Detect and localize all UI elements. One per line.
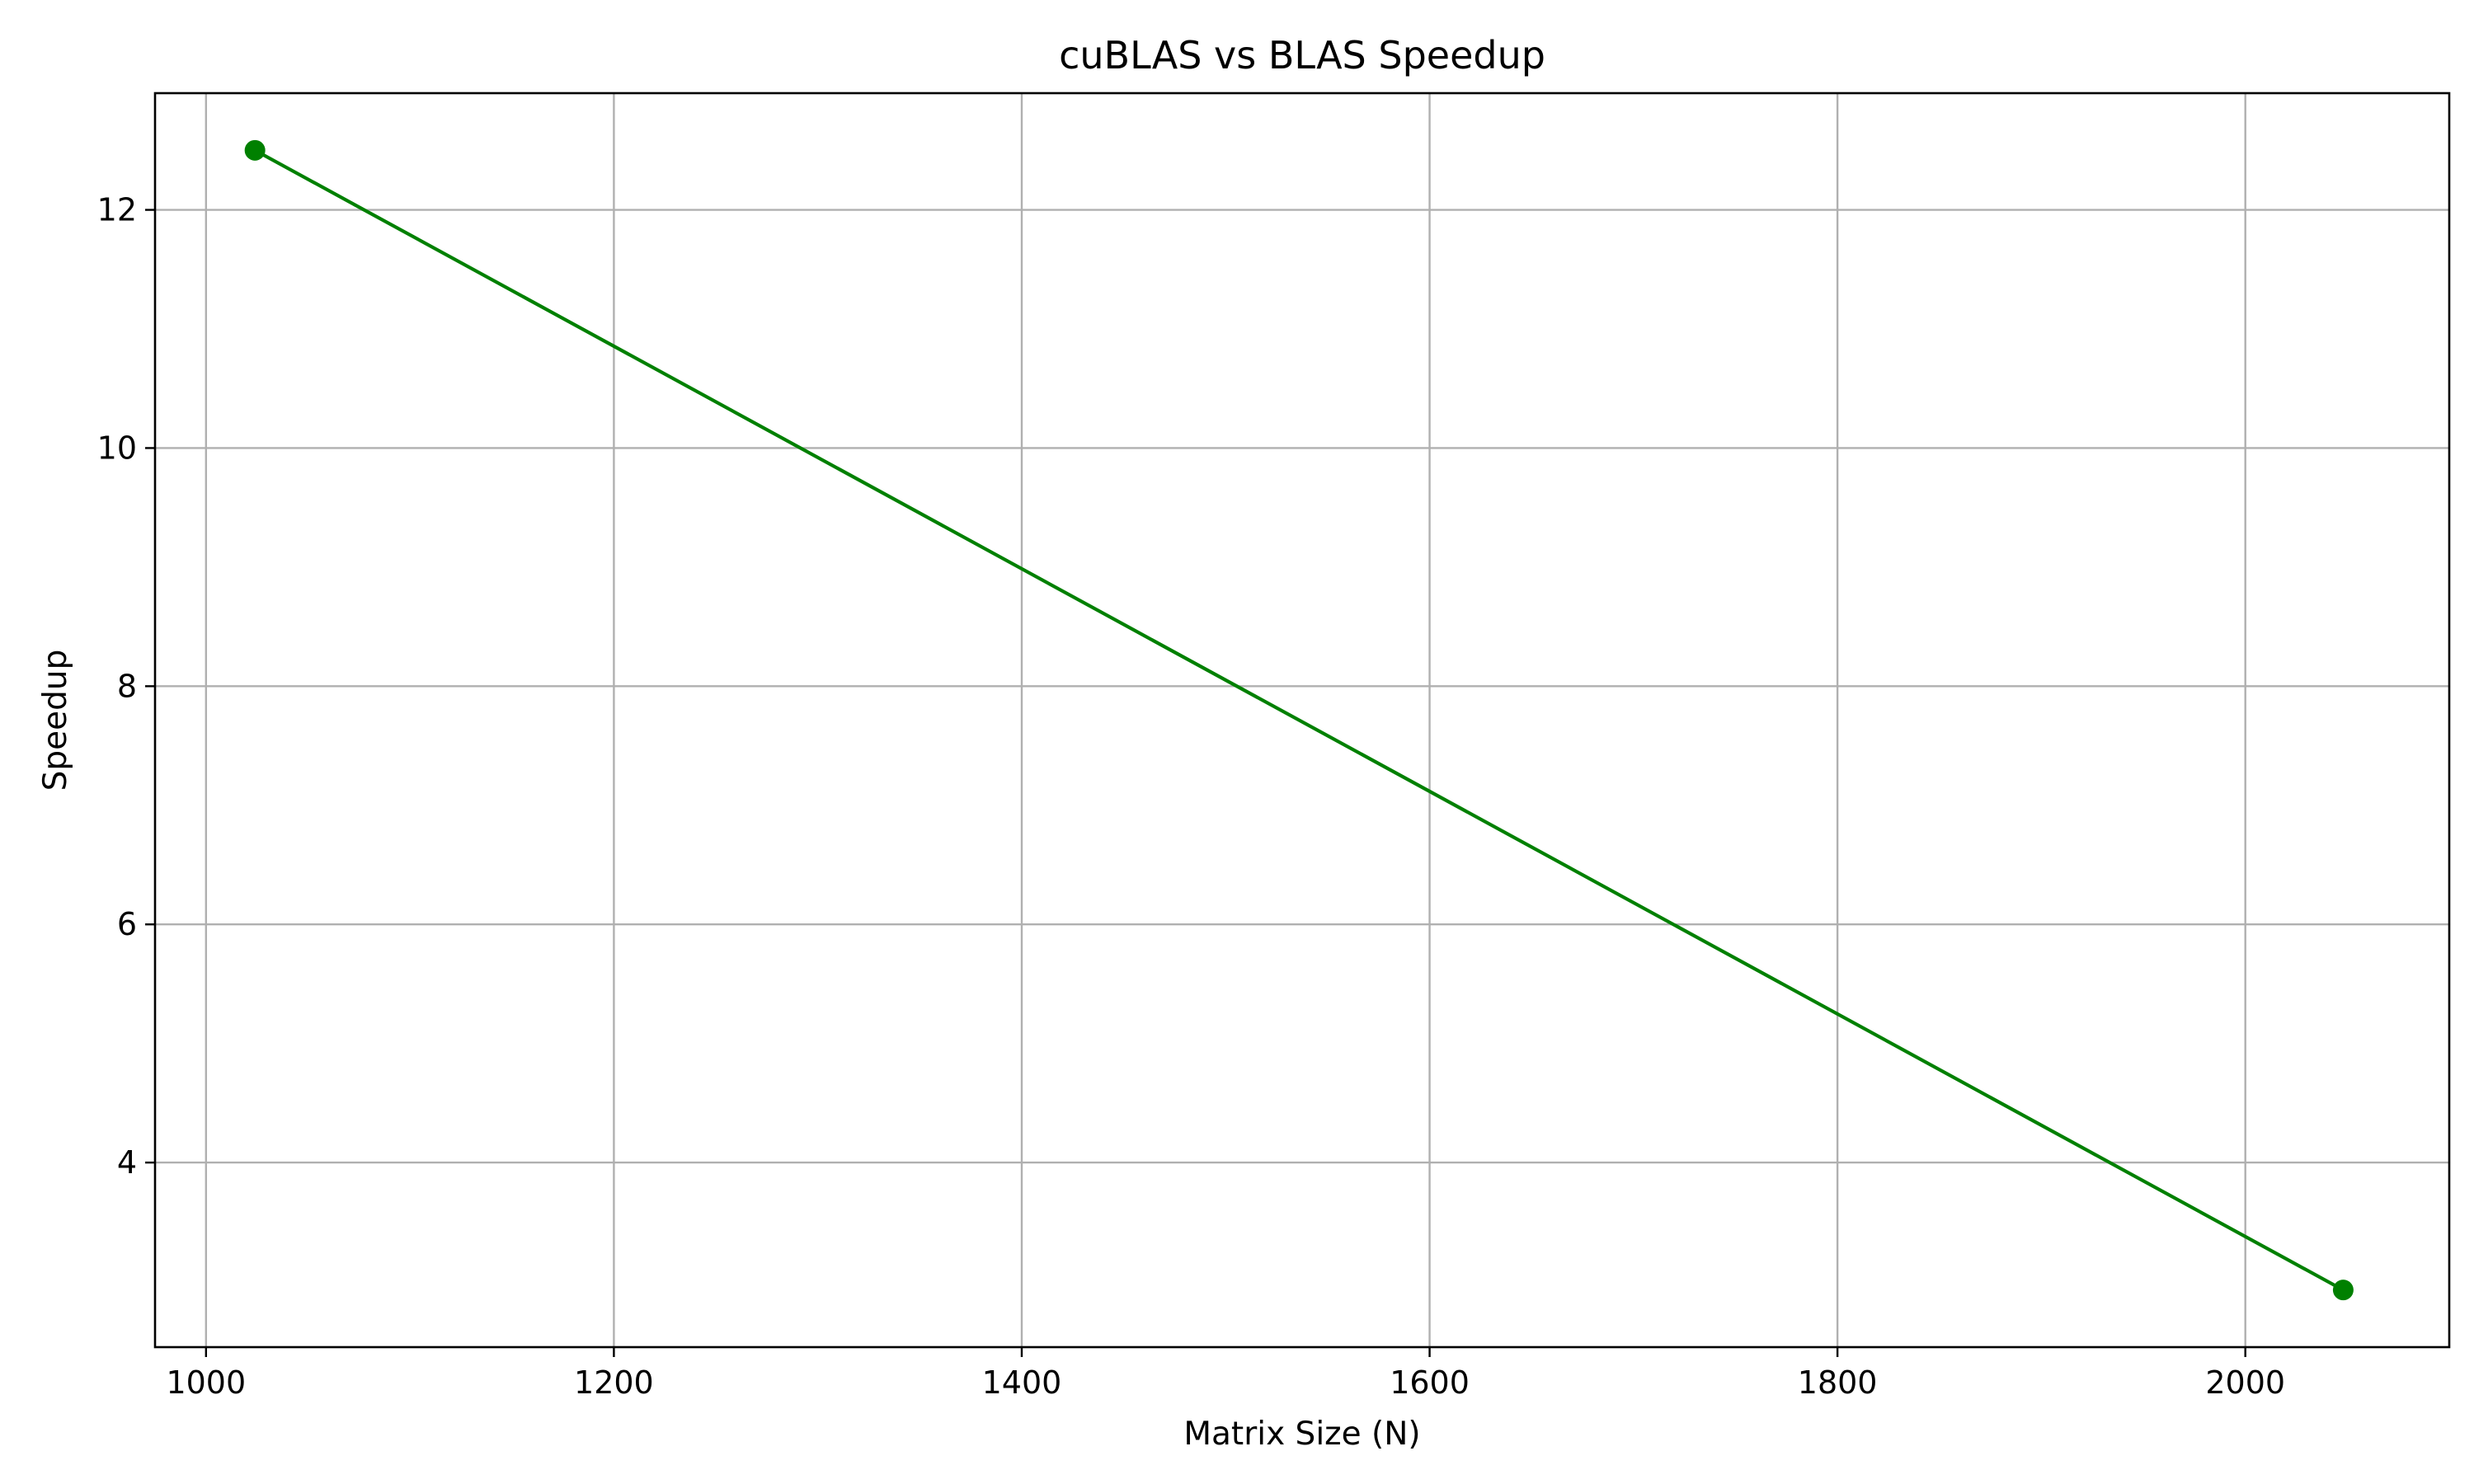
- y-axis-label: Speedup: [37, 650, 74, 791]
- series-line: [254, 148, 2345, 1292]
- x-tick-label: 2000: [2205, 1364, 2285, 1401]
- y-tick-label: 12: [97, 192, 137, 228]
- y-tick-label: 4: [117, 1144, 137, 1181]
- x-tick-label: 1000: [166, 1364, 246, 1401]
- data-point: [2332, 1280, 2354, 1301]
- chart-title: cuBLAS vs BLAS Speedup: [1059, 33, 1545, 77]
- x-tick-label: 1200: [574, 1364, 654, 1401]
- x-tick-label: 1600: [1390, 1364, 1470, 1401]
- y-tick-label: 8: [117, 668, 137, 704]
- x-tick-label: 1800: [1798, 1364, 1878, 1401]
- y-tick-label: 6: [117, 906, 137, 942]
- series-layer: [244, 139, 2354, 1301]
- data-point: [244, 139, 266, 161]
- grid: [155, 93, 2449, 1347]
- ticks: 1000 1200 1400 1600 1800 2000 4 6 8 10 12: [97, 192, 2285, 1401]
- x-tick-label: 1400: [982, 1364, 1062, 1401]
- plot-frame: [153, 92, 2451, 1349]
- y-tick-label: 10: [97, 430, 137, 466]
- x-axis-label: Matrix Size (N): [1183, 1416, 1420, 1453]
